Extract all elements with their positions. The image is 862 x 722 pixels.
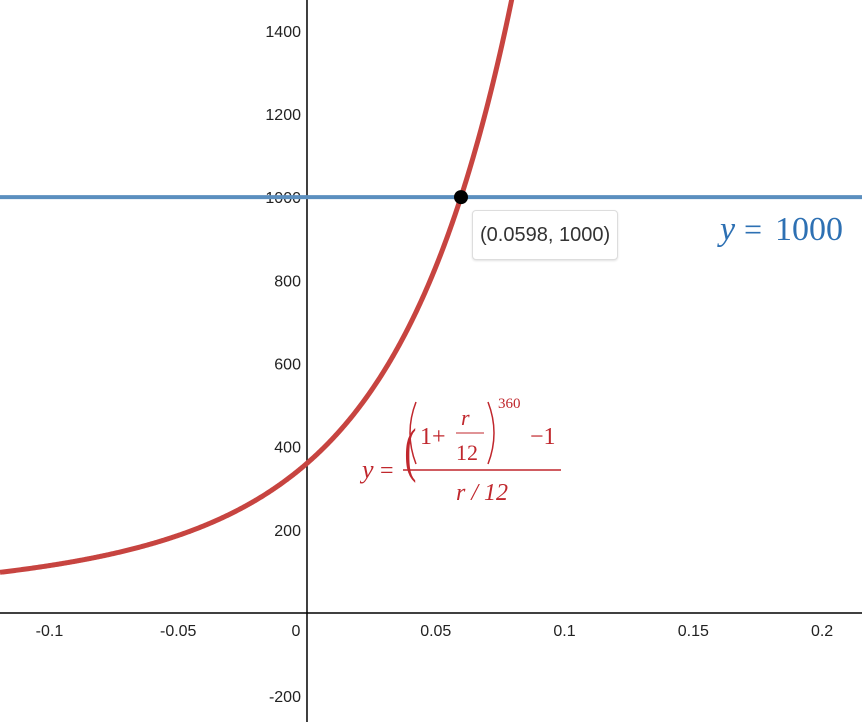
- x-tick-label: 0.05: [420, 623, 451, 640]
- formula-equals: =: [380, 458, 394, 484]
- intersection-coordinates: (0.0598, 1000): [480, 223, 611, 246]
- left-paren-shape: [409, 401, 417, 465]
- series: [0, 0, 862, 575]
- x-tick-label: 0.15: [678, 623, 709, 640]
- x-tick-label: -0.1: [36, 623, 64, 640]
- y-tick-label: 1400: [265, 24, 301, 41]
- formula-one-plus: 1+: [420, 424, 446, 450]
- line-label-y: y: [717, 211, 736, 248]
- right-paren-shape: [487, 401, 495, 465]
- line-label-equals: =: [744, 211, 762, 247]
- formula-r: r: [461, 405, 470, 430]
- y-tick-label: 1200: [265, 107, 301, 124]
- formula-minus-one: −1: [530, 424, 556, 450]
- intersection-tooltip: (0.0598, 1000): [472, 210, 619, 260]
- y-tick-label: 200: [274, 523, 301, 540]
- x-tick-label: 0.2: [811, 623, 833, 640]
- y-tick-label: 600: [274, 356, 301, 373]
- x-tick-label: 0: [292, 623, 301, 640]
- curve-annuity-function: [0, 0, 515, 575]
- tick-labels: -0.1 -0.05 0 0.05 0.1 0.15 0.2 -200 200 400 600 800…: [36, 24, 834, 706]
- line-formula-label: y = 1000: [717, 211, 843, 248]
- curve-formula-label: y = ( 1+ r 12 ) 360 −1 r / 12: [359, 396, 561, 506]
- formula-y: y: [359, 455, 374, 484]
- y-tick-label: -200: [269, 689, 301, 706]
- x-tick-label: -0.05: [160, 623, 197, 640]
- x-tick-label: 0.1: [553, 623, 575, 640]
- line-label-value: 1000: [775, 211, 843, 248]
- y-tick-label: 800: [274, 273, 301, 290]
- intersection-point[interactable]: [454, 190, 469, 205]
- formula-exponent: 360: [498, 396, 521, 412]
- formula-denominator: r / 12: [456, 480, 508, 506]
- left-paren: (: [404, 417, 416, 484]
- formula-twelve: 12: [456, 440, 478, 465]
- y-tick-label: 400: [274, 440, 301, 457]
